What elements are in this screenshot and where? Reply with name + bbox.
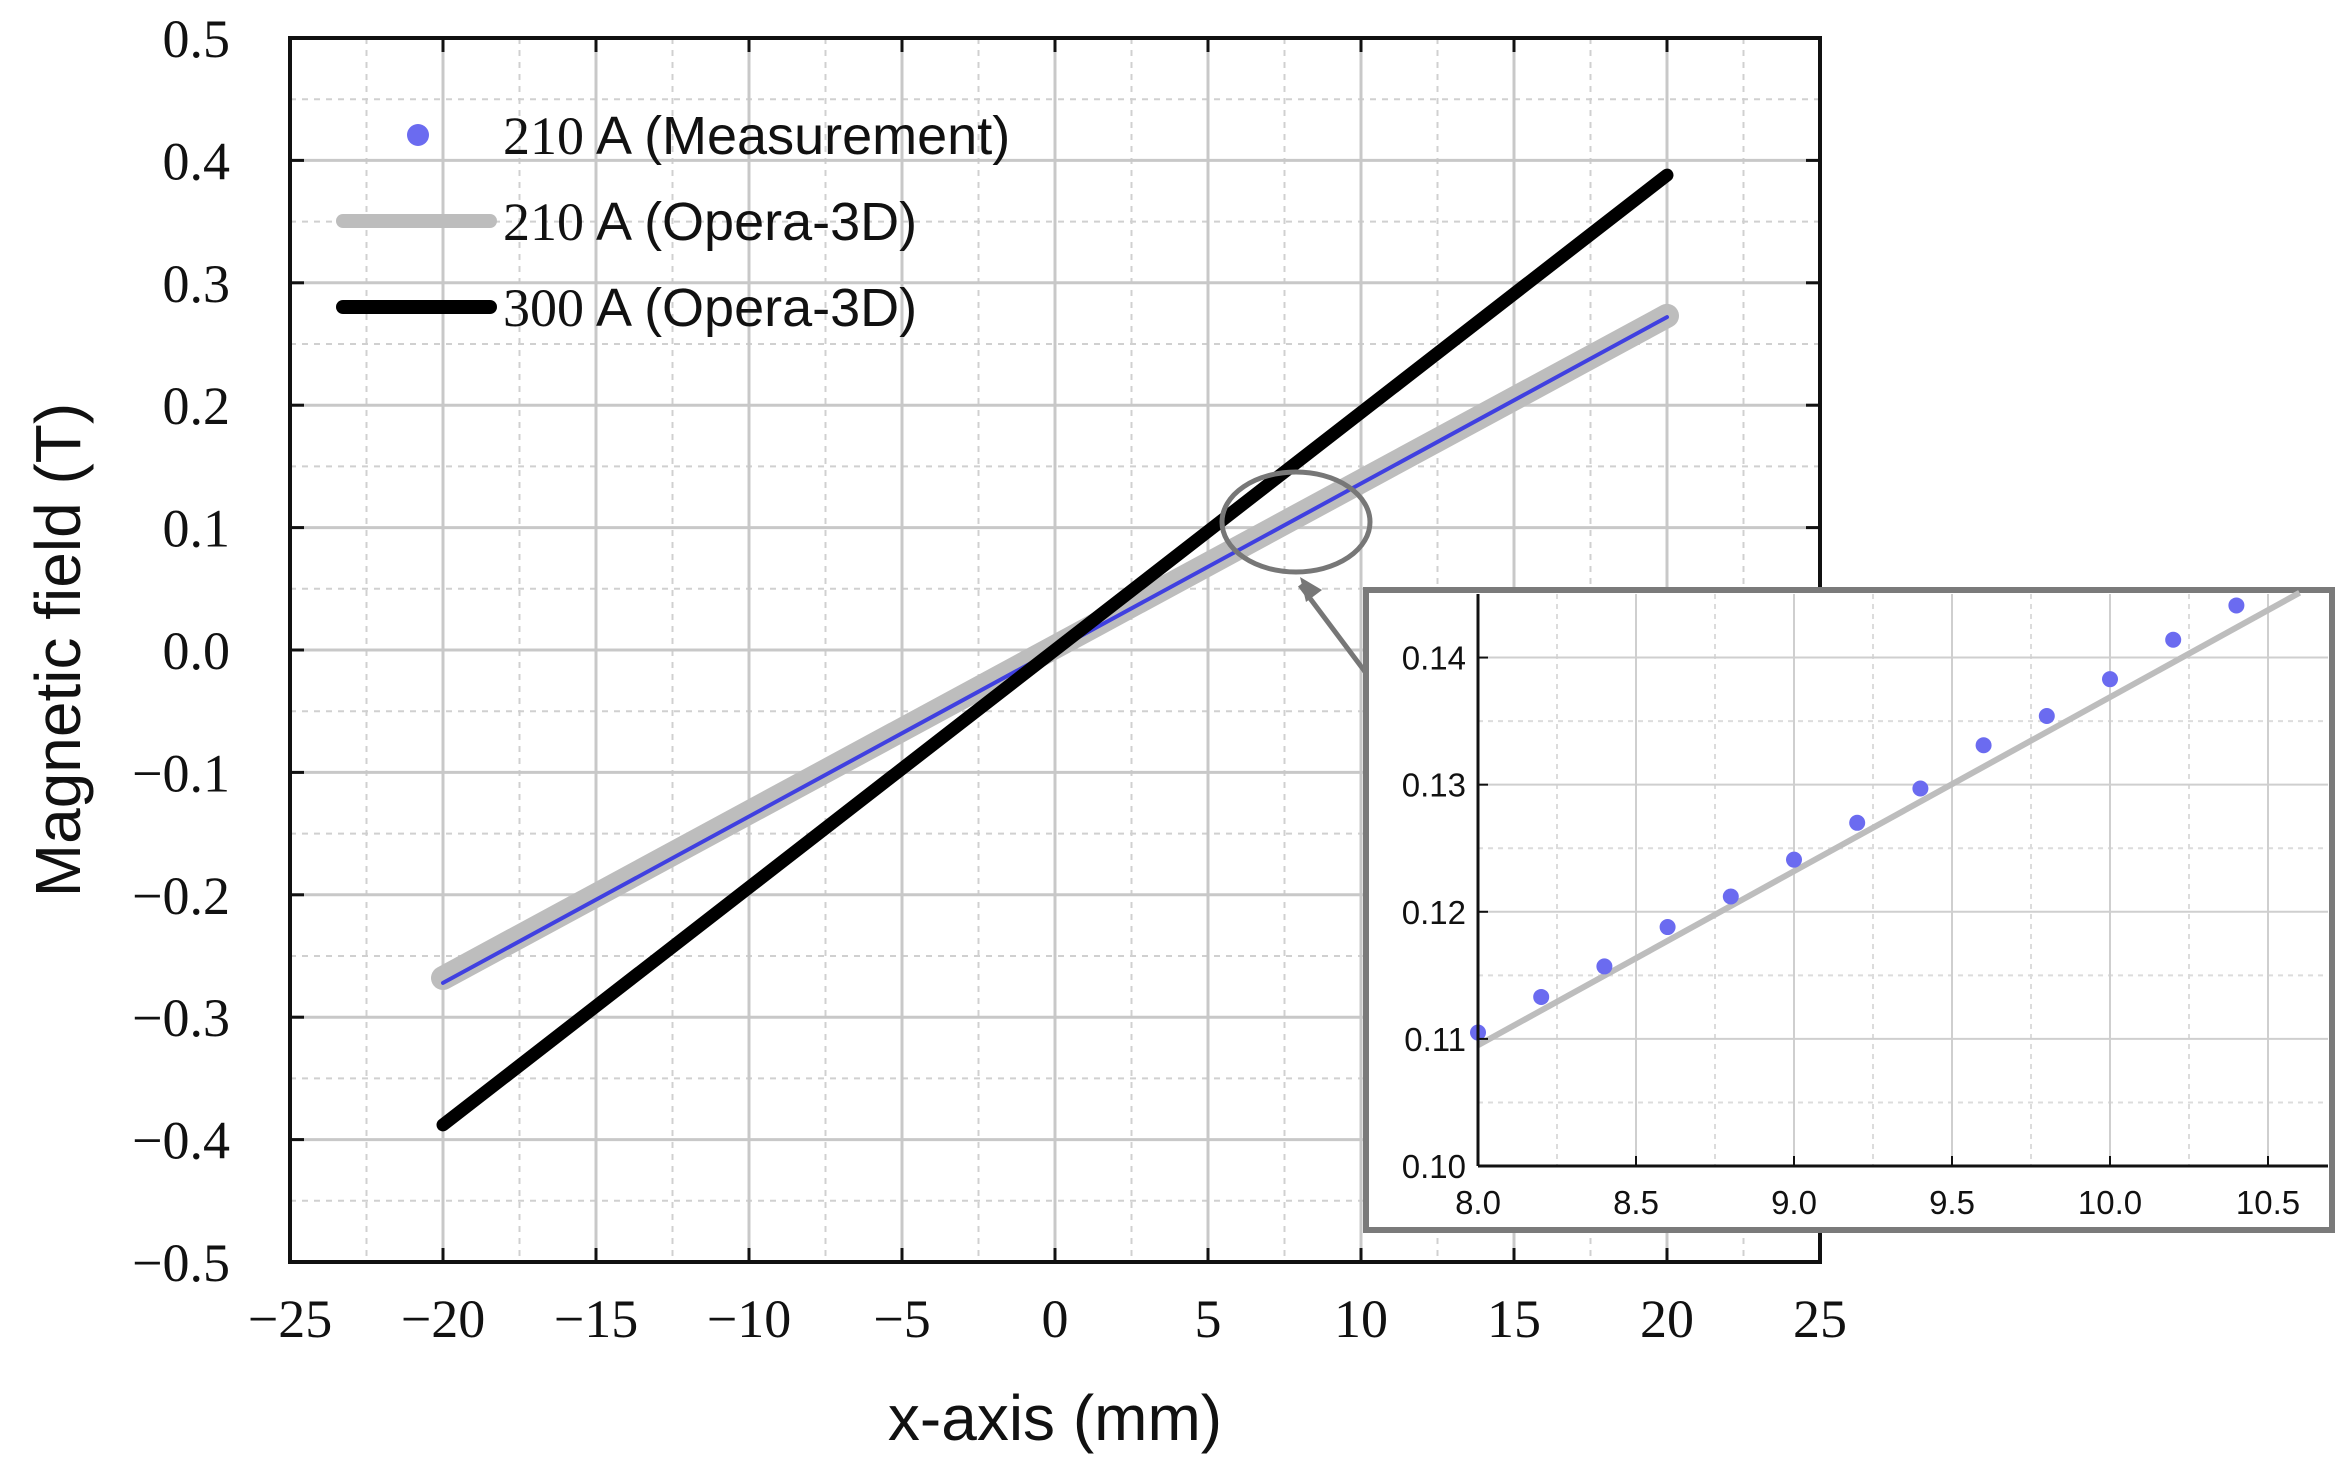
- inset-point-measurement: [1659, 919, 1676, 936]
- inset-panel: 8.0 8.5 9.0 9.5 10.0 10.5 0.10 0.11 0.12 0.13 0.14: [1363, 587, 2335, 1233]
- legend-marker-measurement: [407, 124, 429, 146]
- main-series: [431, 168, 1679, 1132]
- inset-x-tick-label: 8.0: [1455, 1184, 1501, 1221]
- x-tick-label: 20: [1640, 1289, 1694, 1349]
- zoom-arrow-head: [1300, 577, 1322, 602]
- inset-point-measurement: [2165, 631, 2182, 648]
- y-tick-label: 0.2: [163, 376, 231, 436]
- inset-series-210A-opera3d: [1476, 590, 2302, 1048]
- main-tick-labels: −25 −20 −15 −10 −5 0 5 10 15 20 250.50.40.30.20.10…: [132, 9, 1847, 1349]
- x-tick-label: 10: [1334, 1289, 1388, 1349]
- y-tick-label: 0.3: [163, 254, 231, 314]
- inset-point-measurement: [1786, 851, 1802, 868]
- legend-label-300-opera: 300 A (Opera-3D): [503, 278, 917, 338]
- x-tick-label: −5: [873, 1289, 930, 1349]
- y-tick-label: −0.1: [132, 743, 230, 803]
- zoom-highlight-ellipse: [1219, 469, 1373, 575]
- x-tick-label: 0: [1042, 1289, 1069, 1349]
- x-tick-label: 25: [1793, 1289, 1847, 1349]
- inset-series: [1470, 590, 2302, 1048]
- x-tick-label: 15: [1487, 1289, 1541, 1349]
- inset-point-measurement: [1975, 737, 1992, 754]
- y-tick-label: 0.0: [163, 621, 231, 681]
- x-tick-label: −15: [554, 1289, 638, 1349]
- inset-x-tick-label: 9.5: [1929, 1184, 1975, 1221]
- series-300A-opera3d: [436, 168, 1674, 1132]
- inset-y-tick-label: 0.12: [1402, 894, 1466, 931]
- y-tick-label: −0.3: [132, 988, 230, 1048]
- inset-x-tick-label: 9.0: [1771, 1184, 1817, 1221]
- y-tick-label: 0.1: [163, 499, 231, 559]
- legend: 210 A (Measurement) 210 A (Opera-3D) 300…: [336, 106, 1010, 338]
- x-tick-label: −10: [707, 1289, 791, 1349]
- inset-y-tick-label: 0.13: [1402, 767, 1466, 804]
- inset-x-tick-label: 10.0: [2078, 1184, 2142, 1221]
- inset-point-measurement: [1533, 988, 1550, 1005]
- zoom-arrow-line: [1298, 583, 1377, 687]
- inset-point-measurement: [1722, 888, 1739, 905]
- inset-y-tick-label: 0.11: [1404, 1021, 1466, 1058]
- y-tick-label: −0.4: [132, 1111, 230, 1171]
- inset-y-tick-label: 0.14: [1402, 640, 1466, 677]
- inset-y-tick-label: 0.10: [1402, 1148, 1466, 1185]
- y-axis-title: Magnetic field (T): [22, 403, 94, 897]
- legend-label-measurement: 210 A (Measurement): [503, 106, 1010, 166]
- inset-point-measurement: [2102, 671, 2118, 688]
- inset-point-measurement: [2228, 597, 2245, 614]
- inset-point-measurement: [1849, 814, 1866, 831]
- inset-ticks: [1477, 656, 2269, 1167]
- inset-point-measurement: [2038, 708, 2055, 725]
- x-tick-label: 5: [1195, 1289, 1222, 1349]
- legend-label-210-opera: 210 A (Opera-3D): [503, 192, 917, 252]
- inset-point-measurement: [1596, 958, 1613, 975]
- inset-x-tick-label: 10.5: [2236, 1184, 2300, 1221]
- inset-point-measurement: [1912, 780, 1929, 797]
- x-tick-label: −20: [401, 1289, 485, 1349]
- x-axis-title: x-axis (mm): [888, 1382, 1222, 1454]
- y-tick-label: 0.4: [163, 131, 231, 191]
- inset-border: [1363, 587, 2335, 1233]
- y-tick-label: 0.5: [163, 9, 231, 69]
- y-tick-label: −0.5: [132, 1233, 230, 1293]
- inset-tick-labels: 8.0 8.5 9.0 9.5 10.0 10.5 0.10 0.11 0.12 0.13 0.14: [1402, 640, 2300, 1221]
- inset-grid: [1478, 594, 2328, 1166]
- y-tick-label: −0.2: [132, 866, 230, 926]
- inset-x-tick-label: 8.5: [1613, 1184, 1659, 1221]
- x-tick-label: −25: [248, 1289, 332, 1349]
